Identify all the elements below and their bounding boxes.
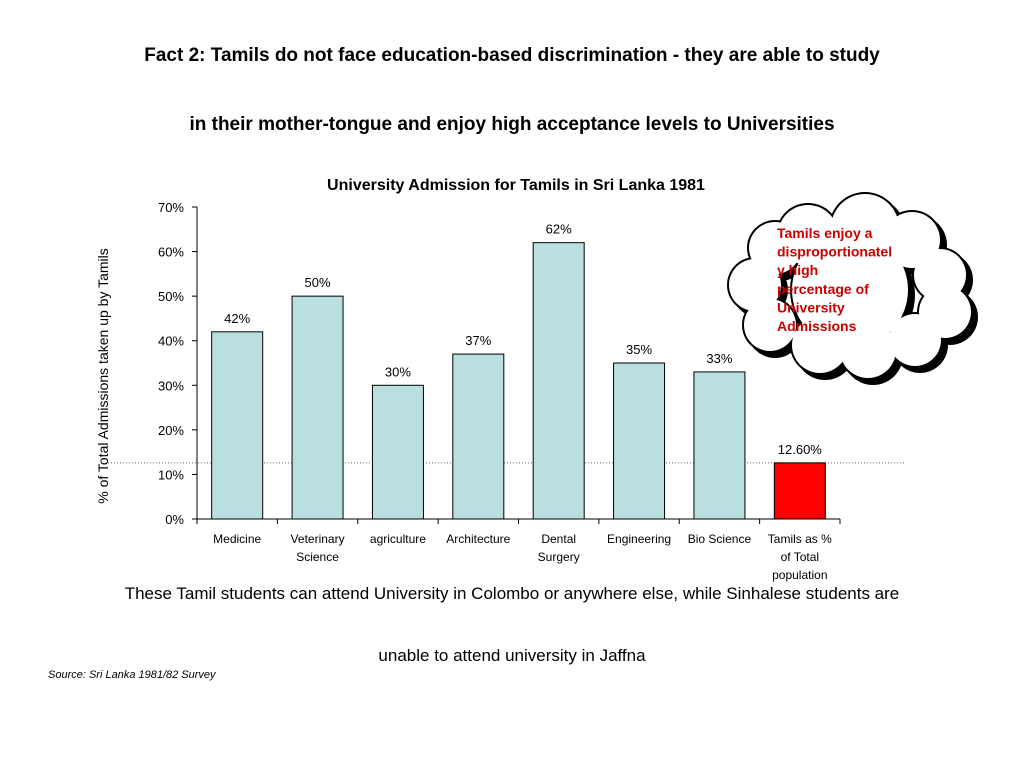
- bar: [613, 362, 666, 520]
- callout-text-line: percentage of: [777, 281, 869, 297]
- y-tick-label: 30%: [158, 378, 184, 393]
- bar: [371, 384, 424, 520]
- category-label: Engineering: [607, 532, 671, 546]
- bar: [532, 242, 585, 520]
- data-label: 33%: [706, 351, 732, 366]
- callout-text-line: University: [777, 299, 845, 315]
- category-label: Science: [296, 550, 339, 564]
- callout-cloud: Tamils enjoy a disproportionatel y high per…: [727, 192, 978, 385]
- y-axis-label: % of Total Admissions taken up by Tamils: [95, 248, 111, 504]
- data-label: 42%: [224, 311, 250, 326]
- category-label: Tamils as %: [768, 532, 832, 546]
- bar: [452, 353, 505, 520]
- callout-text-line: disproportionatel: [777, 244, 892, 260]
- data-label: 12.60%: [778, 442, 823, 457]
- category-label: Dental: [541, 532, 576, 546]
- callout-text-line: y high: [777, 262, 818, 278]
- source-note: Source: Sri Lanka 1981/82 Survey: [48, 669, 216, 681]
- category-label: Surgery: [538, 550, 580, 564]
- y-tick-label: 40%: [158, 334, 184, 349]
- cloud-puff: [744, 299, 796, 351]
- category-label: Medicine: [213, 532, 261, 546]
- data-label: 37%: [465, 333, 491, 348]
- category-label: Veterinary: [291, 532, 345, 546]
- category-label: population: [772, 568, 827, 582]
- category-label: Architecture: [446, 532, 510, 546]
- cloud-puff: [792, 232, 908, 348]
- body-text-line-1: These Tamil students can attend Universi…: [124, 584, 900, 603]
- category-label: agriculture: [370, 532, 426, 546]
- data-label: 35%: [626, 342, 652, 357]
- callout-text-line: Admissions: [777, 318, 857, 334]
- bar: [693, 371, 746, 520]
- body-text-line-2: unable to attend university in Jaffna: [378, 646, 646, 665]
- data-label: 50%: [305, 275, 331, 290]
- slide-title-line-1: Fact 2: Tamils do not face education-bas…: [144, 45, 880, 66]
- slide-title-line-2: in their mother-tongue and enjoy high ac…: [189, 114, 835, 135]
- data-label: 62%: [546, 222, 572, 237]
- cloud-puff: [889, 314, 941, 366]
- y-tick-label: 20%: [158, 423, 184, 438]
- y-tick-label: 70%: [158, 200, 184, 215]
- data-label: 30%: [385, 364, 411, 379]
- y-tick-label: 10%: [158, 467, 184, 482]
- chart-title: University Admission for Tamils in Sri L…: [327, 177, 705, 194]
- bar: [773, 462, 826, 520]
- y-tick-label: 50%: [158, 289, 184, 304]
- category-label: Bio Science: [688, 532, 752, 546]
- category-label: of Total: [781, 550, 819, 564]
- bar: [211, 331, 264, 520]
- y-tick-label: 60%: [158, 245, 184, 260]
- callout-text-line: Tamils enjoy a: [777, 225, 873, 241]
- cloud-puff: [749, 222, 801, 274]
- y-tick-label: 0%: [165, 512, 184, 527]
- bar: [291, 295, 344, 520]
